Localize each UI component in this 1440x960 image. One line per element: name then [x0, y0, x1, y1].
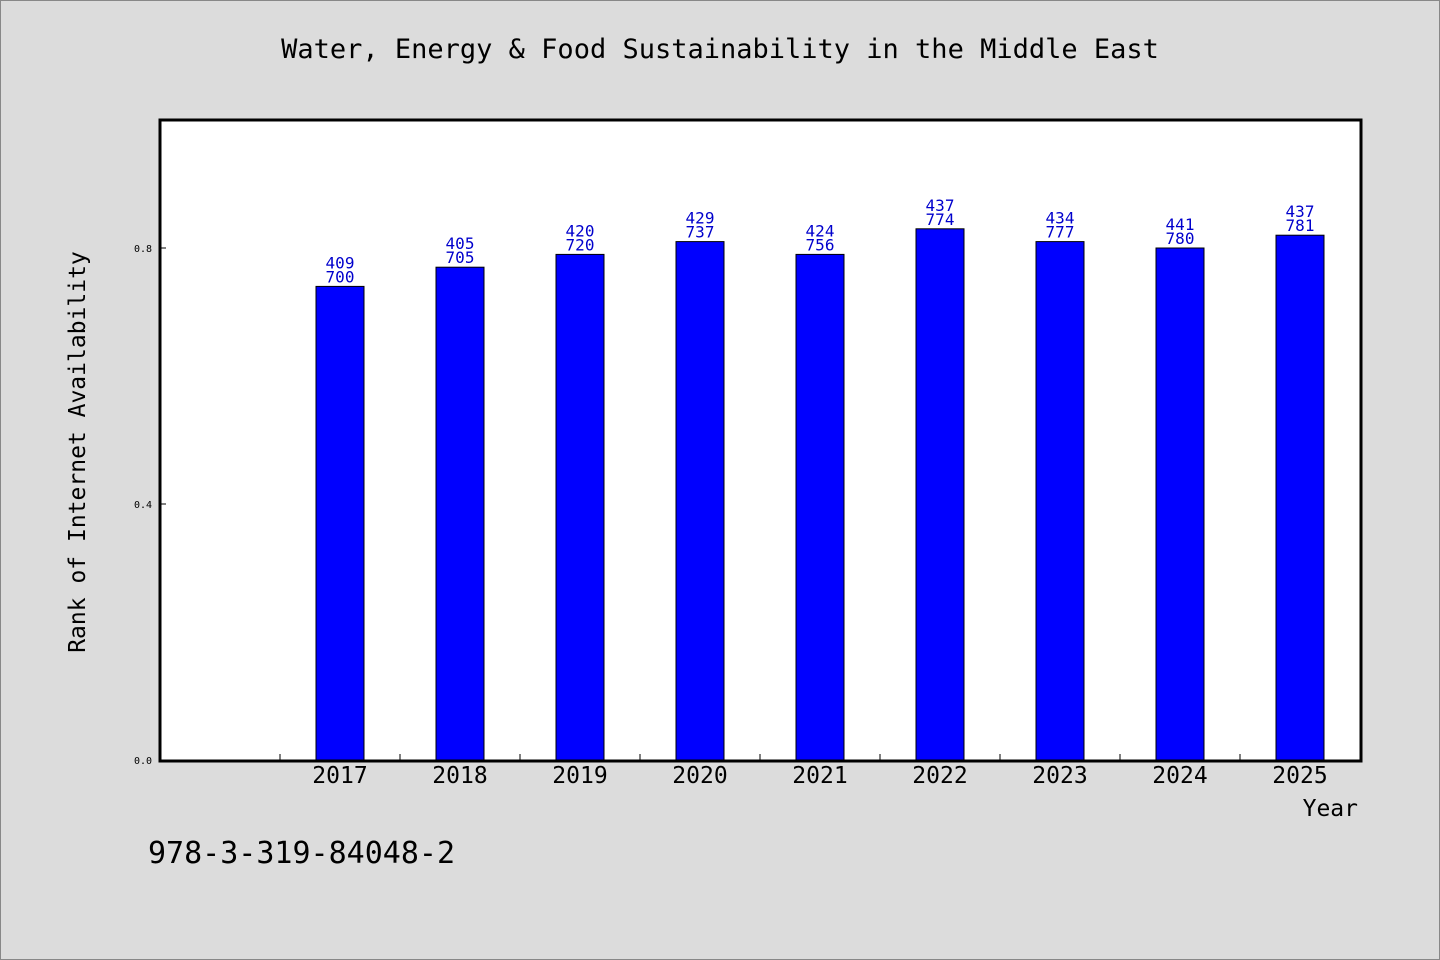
data-label-2020-2: 737	[686, 223, 715, 242]
x-tick-label-2019: 2019	[552, 763, 607, 789]
data-label-2021-1: 424	[806, 221, 835, 240]
data-label-2023-1: 434	[1046, 209, 1075, 228]
data-label-2020-1: 429	[686, 209, 715, 228]
y-tick-label-0.0: 0.0	[134, 756, 152, 767]
y-axis-label: Rank of Internet Availability	[65, 251, 91, 653]
bar-2021	[795, 253, 845, 761]
data-label-2024-2: 780	[1166, 229, 1195, 248]
x-tick-label-2018: 2018	[432, 763, 487, 789]
data-label-2017-1: 409	[326, 253, 355, 272]
data-label-2018-2: 705	[446, 248, 475, 267]
data-label-2025-2: 781	[1286, 216, 1315, 235]
bar-2023	[1035, 241, 1085, 761]
bar-2017	[315, 285, 365, 761]
x-tick-label-2023: 2023	[1032, 763, 1087, 789]
data-label-2018-1: 405	[446, 234, 475, 253]
bar-2025	[1275, 234, 1325, 761]
bar-2022	[915, 228, 965, 761]
data-label-2024-1: 441	[1166, 215, 1195, 234]
x-tick-label-2025: 2025	[1272, 763, 1327, 789]
x-tick-label-2020: 2020	[672, 763, 727, 789]
data-label-2019-1: 420	[566, 221, 595, 240]
bar-2020	[675, 241, 725, 761]
x-axis: 2017 2018 2019 2020 2021 2022 2023 2024 2025	[279, 754, 1361, 789]
data-label-2021-2: 756	[806, 235, 835, 254]
bar-2018	[435, 266, 485, 761]
x-tick-label-2022: 2022	[912, 763, 967, 789]
bar-2024	[1155, 247, 1205, 761]
data-label-2022-1: 437	[926, 196, 955, 215]
x-tick-label-2024: 2024	[1152, 763, 1207, 789]
bar-2019	[555, 253, 605, 761]
y-tick-label-0.8: 0.8	[134, 244, 152, 255]
chart-title: Water, Energy & Food Sustainability in t…	[281, 34, 1159, 65]
x-tick-label-2021: 2021	[792, 763, 847, 789]
x-axis-label: Year	[1302, 796, 1358, 822]
x-tick-label-2017: 2017	[312, 763, 367, 789]
y-axis: 0.0 0.4 0.8	[134, 244, 166, 767]
data-label-2023-2: 777	[1046, 223, 1075, 242]
data-label-2019-2: 720	[566, 235, 595, 254]
data-label-2017-2: 700	[326, 267, 355, 286]
isbn-text: 978-3-319-84048-2	[148, 836, 456, 871]
data-label-2022-2: 774	[926, 210, 955, 229]
data-label-2025-1: 437	[1286, 202, 1315, 221]
bars-layer	[315, 228, 1325, 761]
y-tick-label-0.4: 0.4	[134, 500, 152, 511]
